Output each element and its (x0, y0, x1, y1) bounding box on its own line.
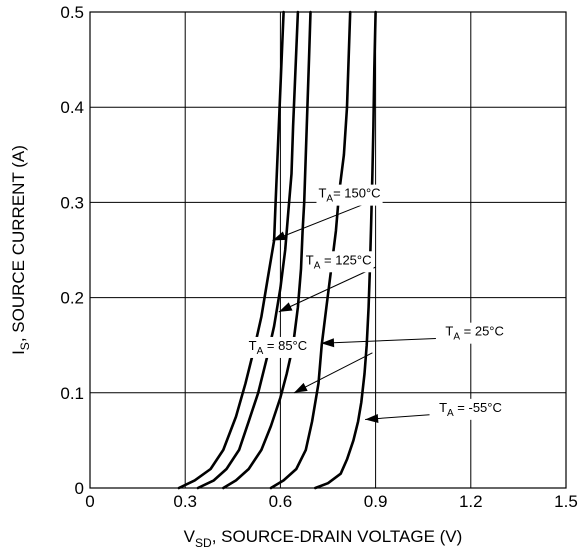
y-axis-title-main: I (9, 350, 28, 355)
annotation-sub: A (326, 194, 333, 205)
annotation-rest: = 25°C (460, 324, 504, 339)
x-axis-title-rest: , SOURCE-DRAIN VOLTAGE (V) (212, 527, 463, 546)
annotation-layer: TA= 150°CTA = 125°CTA = 85°CTA = 25°CTA … (246, 184, 506, 423)
y-axis-title: IS, SOURCE CURRENT (A) (9, 145, 32, 355)
annotation-label-85: TA = 85°C (249, 338, 308, 357)
annotation-arrowhead (294, 382, 308, 393)
annotation-arrowhead (278, 302, 293, 312)
x-tick-label: 0.6 (269, 492, 293, 511)
annotation-arrowhead (272, 231, 287, 241)
annotation-label-125: TA = 125°C (306, 252, 372, 271)
x-tick-label: 1.2 (459, 492, 483, 511)
x-tick-label: 0.9 (364, 492, 388, 511)
annotation-leader (320, 338, 436, 344)
annotation-bg (246, 336, 310, 358)
y-axis-title-rest: , SOURCE CURRENT (A) (9, 145, 28, 342)
annotation-rest: = 85°C (263, 338, 307, 353)
series-line (177, 10, 285, 490)
annotation-main: T (306, 252, 314, 267)
plot-frame (89, 11, 567, 489)
annotation-rest: = -55°C (454, 400, 502, 415)
annotation-leader (293, 352, 373, 394)
annotation-arrowhead (365, 414, 379, 423)
annotation-label-150: TA= 150°C (318, 186, 380, 205)
y-tick-label: 0.3 (60, 193, 84, 212)
annotation-sub: A (314, 260, 321, 271)
x-axis-title-sub: SD (195, 536, 212, 550)
y-axis-title-sub: S (18, 342, 32, 350)
annotation-main: T (249, 338, 257, 353)
series-line (222, 10, 312, 490)
annotation-leader (278, 266, 376, 313)
series-layer (177, 10, 377, 490)
y-tick-label: 0.2 (60, 289, 84, 308)
tick-labels: 0 0.3 0.6 0.9 1.2 1.5 0 0.1 0.2 0.3 0.4 0.5 (60, 3, 577, 511)
x-tick-label: 0 (85, 492, 94, 511)
annotation-sub: A (453, 332, 460, 343)
x-tick-label: 1.5 (554, 492, 578, 511)
y-tick-label: 0.4 (60, 98, 84, 117)
annotation-bg (443, 322, 506, 344)
annotation-label-25: TA = 25°C (445, 324, 504, 343)
annotation-rest: = 125°C (320, 252, 371, 267)
annotation-bg (303, 251, 374, 273)
series-line (269, 10, 352, 490)
y-tick-label: 0.5 (60, 3, 84, 22)
annotation-main: T (445, 324, 453, 339)
annotation-bg (437, 398, 504, 420)
y-tick-label: 0.1 (60, 384, 84, 403)
series-line (314, 10, 377, 490)
annotation-label-neg55: TA = -55°C (439, 400, 502, 419)
y-tick-label: 0 (75, 479, 84, 498)
annotation-main: T (439, 400, 447, 415)
x-axis-title-main: V (184, 527, 196, 546)
annotation-sub: A (257, 346, 264, 357)
x-tick-label: 0.3 (173, 492, 197, 511)
series-line (196, 10, 300, 490)
annotation-arrowhead (321, 338, 335, 348)
annotation-main: T (318, 186, 326, 201)
annotation-bg (316, 184, 383, 206)
annotation-leader (272, 199, 376, 241)
annotation-sub: A (447, 408, 454, 419)
annotation-rest: = 150°C (333, 186, 380, 201)
x-axis-title: VSD, SOURCE-DRAIN VOLTAGE (V) (184, 527, 463, 550)
